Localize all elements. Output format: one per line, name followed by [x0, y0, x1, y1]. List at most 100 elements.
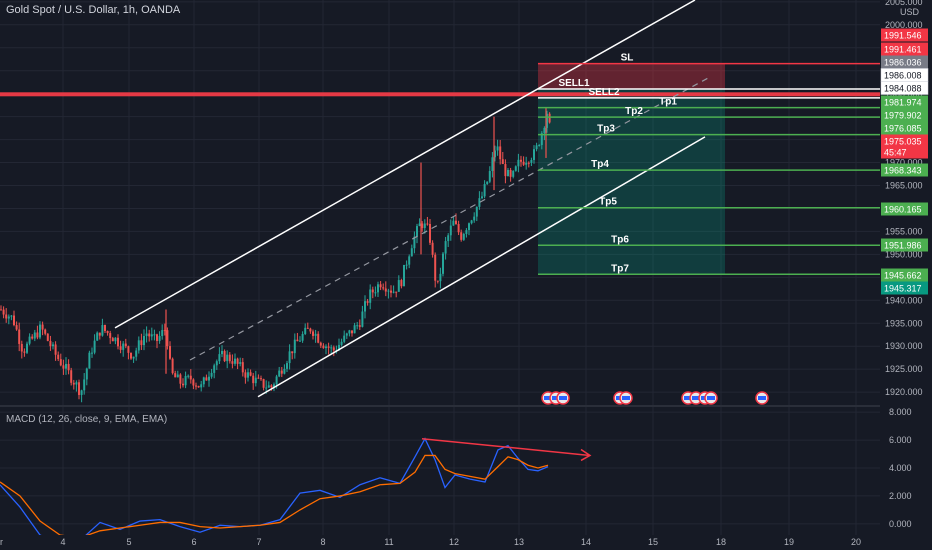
candle-body[interactable]	[101, 324, 104, 336]
macd-pane[interactable]	[0, 437, 592, 546]
candle-body[interactable]	[166, 330, 169, 347]
candle-body[interactable]	[124, 343, 127, 347]
candle-body[interactable]	[189, 375, 192, 380]
candle-body[interactable]	[423, 223, 426, 229]
candle-body[interactable]	[239, 362, 242, 364]
candle-body[interactable]	[132, 356, 135, 359]
candle-body[interactable]	[192, 379, 195, 386]
candle-body[interactable]	[31, 336, 34, 339]
candle-body[interactable]	[452, 220, 455, 226]
candle-body[interactable]	[41, 324, 44, 330]
candle-body[interactable]	[361, 311, 364, 327]
candle-body[interactable]	[291, 351, 294, 354]
candle-body[interactable]	[20, 343, 23, 352]
candle-body[interactable]	[340, 341, 343, 345]
candle-body[interactable]	[65, 363, 67, 369]
candle-body[interactable]	[26, 343, 28, 353]
candle-body[interactable]	[262, 379, 265, 388]
candle-body[interactable]	[234, 358, 236, 364]
candle-body[interactable]	[161, 330, 164, 337]
candle-body[interactable]	[491, 157, 494, 172]
candle-body[interactable]	[257, 377, 260, 379]
candle-body[interactable]	[455, 220, 457, 224]
candle-body[interactable]	[436, 280, 439, 282]
candle-body[interactable]	[405, 264, 408, 266]
candle-body[interactable]	[202, 377, 205, 385]
candle-body[interactable]	[241, 362, 244, 373]
candle-body[interactable]	[431, 242, 434, 255]
candle-body[interactable]	[226, 354, 229, 362]
candle-body[interactable]	[59, 359, 62, 366]
candle-body[interactable]	[348, 330, 351, 334]
candle-body[interactable]	[275, 376, 278, 385]
candle-body[interactable]	[390, 290, 392, 293]
candle-body[interactable]	[106, 330, 109, 334]
candle-body[interactable]	[327, 346, 330, 348]
candle-body[interactable]	[122, 343, 125, 350]
candle-body[interactable]	[332, 347, 335, 351]
candle-body[interactable]	[527, 162, 530, 164]
candle-body[interactable]	[62, 365, 65, 369]
candle-body[interactable]	[483, 184, 486, 197]
candle-body[interactable]	[223, 351, 226, 362]
candle-body[interactable]	[548, 113, 551, 123]
channel-lower-line[interactable]	[257, 136, 706, 398]
candle-body[interactable]	[127, 346, 130, 353]
candle-body[interactable]	[397, 280, 400, 292]
candle-body[interactable]	[314, 333, 317, 336]
candle-body[interactable]	[351, 330, 353, 334]
candle-body[interactable]	[83, 379, 86, 391]
candle-body[interactable]	[540, 133, 543, 146]
candle-body[interactable]	[447, 235, 450, 242]
candle-body[interactable]	[228, 354, 231, 362]
price-channel[interactable]	[114, 0, 709, 398]
candle-body[interactable]	[494, 150, 496, 158]
candle-body[interactable]	[137, 340, 140, 351]
candle-body[interactable]	[322, 345, 325, 349]
candle-body[interactable]	[174, 373, 177, 378]
candle-body[interactable]	[426, 223, 429, 225]
candle-body[interactable]	[247, 372, 249, 378]
event-markers[interactable]	[541, 391, 769, 405]
candle-body[interactable]	[33, 332, 36, 339]
candle-body[interactable]	[78, 382, 80, 395]
candle-body[interactable]	[470, 220, 473, 224]
candle-body[interactable]	[379, 284, 382, 288]
candle-body[interactable]	[343, 335, 346, 342]
candle-body[interactable]	[358, 325, 361, 327]
candle-body[interactable]	[538, 145, 541, 147]
candle-body[interactable]	[364, 301, 366, 312]
candle-body[interactable]	[187, 375, 190, 377]
candle-body[interactable]	[267, 385, 270, 388]
candle-body[interactable]	[478, 198, 481, 207]
candle-body[interactable]	[130, 352, 132, 359]
candle-body[interactable]	[215, 361, 218, 366]
candle-body[interactable]	[46, 333, 49, 341]
candle-body[interactable]	[119, 346, 122, 350]
candle-body[interactable]	[481, 196, 483, 199]
candle-body[interactable]	[366, 301, 369, 303]
candle-body[interactable]	[52, 344, 54, 347]
macd-signal-line[interactable]	[0, 454, 549, 539]
candle-body[interactable]	[439, 273, 442, 282]
candle-body[interactable]	[465, 230, 468, 234]
channel-upper-line[interactable]	[114, 0, 696, 329]
candle-body[interactable]	[28, 336, 31, 344]
candle-body[interactable]	[117, 337, 119, 347]
candle-body[interactable]	[413, 236, 416, 249]
candle-body[interactable]	[356, 325, 359, 327]
candle-body[interactable]	[67, 363, 70, 371]
candle-body[interactable]	[387, 290, 390, 292]
candle-body[interactable]	[10, 315, 13, 317]
candle-body[interactable]	[273, 384, 275, 388]
candle-body[interactable]	[270, 385, 273, 388]
candle-body[interactable]	[156, 334, 158, 341]
candle-body[interactable]	[418, 223, 421, 227]
candle-body[interactable]	[148, 333, 151, 337]
candle-body[interactable]	[231, 361, 234, 364]
candle-body[interactable]	[338, 344, 340, 351]
candle-body[interactable]	[280, 370, 283, 374]
candle-body[interactable]	[15, 325, 18, 330]
candle-body[interactable]	[486, 181, 489, 185]
